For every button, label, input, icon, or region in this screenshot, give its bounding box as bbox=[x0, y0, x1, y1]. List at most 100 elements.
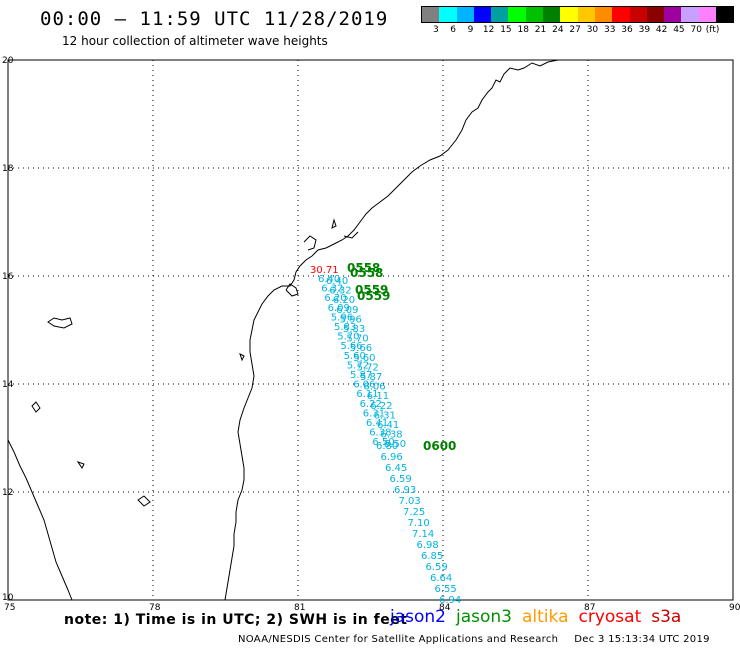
swh-value: 6.40 bbox=[318, 274, 340, 285]
swh-value: 6.59 bbox=[390, 474, 412, 485]
legend-swatch bbox=[543, 7, 561, 22]
legend-label: 12 bbox=[482, 25, 495, 35]
map-frame bbox=[7, 59, 734, 601]
swh-value: 6.41 bbox=[377, 420, 399, 431]
legend-unit: (ft) bbox=[705, 25, 720, 35]
altimeter-track: 30.716.406.326.206.095.965.835.705.665.6… bbox=[310, 261, 461, 606]
swh-value: 6.31 bbox=[363, 408, 385, 419]
island-6 bbox=[331, 218, 337, 229]
swh-value: 6.50 bbox=[384, 439, 406, 450]
swh-value: 6.85 bbox=[421, 551, 443, 562]
coastline-western-tip bbox=[7, 439, 73, 601]
map-subtitle: 12 hour collection of altimeter wave hei… bbox=[62, 34, 328, 48]
lon-tick-label: 78 bbox=[149, 603, 161, 613]
legend-swatch bbox=[716, 7, 734, 22]
legend-label: 33 bbox=[604, 25, 616, 35]
swh-value: 7.25 bbox=[403, 507, 425, 518]
pass-time-label: 0558 bbox=[350, 266, 383, 280]
swh-value: 5.96 bbox=[331, 312, 353, 323]
swh-value: 5.87 bbox=[360, 372, 382, 383]
pass-time-label: 0600 bbox=[423, 439, 456, 453]
swh-value: 7.03 bbox=[399, 496, 421, 507]
swh-value: 6.20 bbox=[333, 295, 355, 306]
lon-tick-label: 84 bbox=[439, 603, 451, 613]
legend-swatch bbox=[508, 7, 526, 22]
footer-note: note: 1) Time is in UTC; 2) SWH is in fe… bbox=[64, 612, 408, 628]
swh-value: 6.38 bbox=[380, 430, 402, 441]
pass-time-label: 0558 bbox=[347, 261, 380, 275]
lat-tick-label: 20 bbox=[2, 56, 14, 66]
legend-swatch bbox=[473, 7, 492, 22]
legend-label: 24 bbox=[552, 25, 564, 35]
swh-value: 6.22 bbox=[370, 401, 392, 412]
coastline bbox=[7, 59, 559, 601]
coastline-spit bbox=[343, 231, 359, 239]
island-4 bbox=[76, 461, 85, 469]
legend-swatch bbox=[439, 7, 457, 22]
legend-label: 9 bbox=[467, 25, 474, 35]
swh-value: 6.98 bbox=[417, 540, 439, 551]
color-legend: 3 6 9 12 15 18 21 24 27 30 33 36 39 42 45 70 (ft) bbox=[421, 6, 735, 37]
satellite-jason3: jason3 bbox=[456, 607, 512, 627]
swh-value: 5.70 bbox=[337, 332, 359, 343]
swh-value: 6.59 bbox=[426, 562, 448, 573]
island-2 bbox=[31, 401, 41, 413]
swh-value: 6.96 bbox=[381, 452, 403, 463]
legend-label: 15 bbox=[500, 25, 512, 35]
legend-swatch bbox=[681, 7, 699, 22]
map-grid bbox=[8, 60, 733, 600]
legend-label: 18 bbox=[517, 25, 529, 35]
swh-value: 6.11 bbox=[367, 391, 389, 402]
satellite-s3a: s3a bbox=[651, 607, 682, 627]
swh-value: 6.55 bbox=[435, 584, 457, 595]
lat-tick-label: 10 bbox=[2, 593, 14, 603]
pass-time-label: 0559 bbox=[357, 289, 390, 303]
swh-value: 6.06 bbox=[353, 380, 375, 391]
swh-value: 5.87 bbox=[350, 370, 372, 381]
lon-tick-label: 90 bbox=[729, 603, 740, 613]
swh-value: 6.64 bbox=[430, 573, 452, 584]
legend-swatch bbox=[612, 7, 630, 22]
legend-swatch bbox=[525, 7, 544, 22]
coastline-inlet bbox=[285, 283, 299, 297]
swh-value: 5.96 bbox=[340, 314, 362, 325]
swh-value: 5.72 bbox=[357, 362, 379, 373]
legend-label: 70 bbox=[690, 25, 702, 35]
swh-value: 6.32 bbox=[321, 284, 343, 295]
swh-value: 6.11 bbox=[356, 389, 378, 400]
pass-time-label: 0559 bbox=[355, 283, 388, 297]
lat-tick-label: 14 bbox=[2, 380, 14, 390]
legend-label: 3 bbox=[433, 25, 439, 35]
credit-text: NOAA/NESDIS Center for Satellite Applica… bbox=[238, 634, 559, 645]
swh-value: 5.60 bbox=[353, 353, 375, 364]
swh-value: 6.32 bbox=[329, 286, 351, 297]
swh-value: 6.93 bbox=[394, 485, 416, 496]
satellite-cryosat: cryosat bbox=[578, 607, 642, 627]
swh-value: 5.66 bbox=[350, 343, 372, 354]
swh-value: 6.40 bbox=[326, 276, 348, 287]
legend-swatch bbox=[560, 7, 578, 22]
swh-value: 6.50 bbox=[372, 437, 394, 448]
lon-tick-label: 87 bbox=[584, 603, 595, 613]
island-1 bbox=[47, 317, 73, 329]
swh-value: 6.41 bbox=[366, 418, 388, 429]
lat-tick-label: 16 bbox=[2, 272, 14, 282]
satellite-jason2: jason2 bbox=[390, 607, 446, 627]
lat-tick-label: 18 bbox=[2, 164, 14, 174]
swh-value: 6.80 bbox=[376, 441, 398, 452]
legend-color-scale bbox=[421, 6, 735, 23]
lon-tick-label: 75 bbox=[4, 603, 15, 613]
swh-value: 6.22 bbox=[360, 399, 382, 410]
legend-swatch bbox=[646, 7, 665, 22]
legend-swatch bbox=[577, 7, 595, 22]
legend-swatch bbox=[629, 7, 647, 22]
swh-value: 7.10 bbox=[408, 518, 430, 529]
swh-value: 6.94 bbox=[439, 595, 461, 606]
legend-label: 6 bbox=[450, 25, 457, 35]
swh-value: 7.14 bbox=[412, 529, 434, 540]
swh-value: 5.66 bbox=[340, 341, 362, 352]
swh-value: 6.06 bbox=[363, 382, 385, 393]
credit-line: NOAA/NESDIS Center for Satellite Applica… bbox=[238, 634, 710, 645]
legend-label: 30 bbox=[586, 25, 599, 35]
